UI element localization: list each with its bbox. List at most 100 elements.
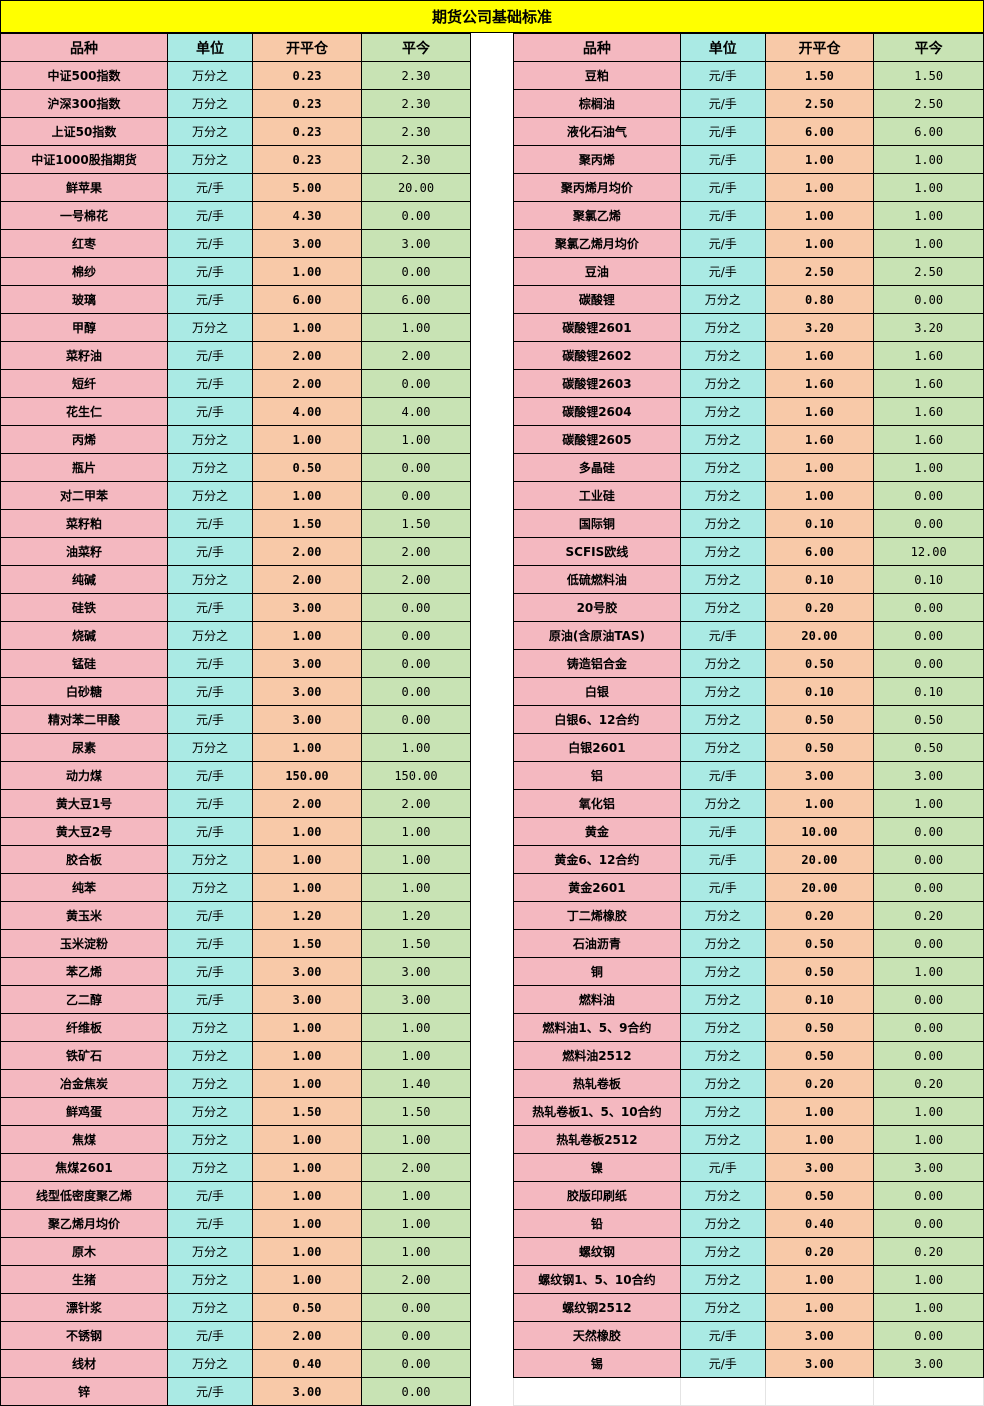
unit-cell[interactable]: 万分之 — [679, 957, 766, 986]
open-close-fee-cell[interactable]: 0.50 — [252, 1293, 362, 1322]
open-close-fee-cell[interactable]: 0.50 — [764, 1181, 875, 1210]
unit-cell[interactable]: 元/手 — [167, 817, 253, 846]
open-close-fee-cell[interactable]: 10.00 — [764, 817, 875, 846]
close-today-fee-cell[interactable]: 0.50 — [873, 733, 984, 762]
unit-cell[interactable]: 万分之 — [167, 1041, 253, 1070]
unit-cell[interactable]: 元/手 — [167, 369, 253, 398]
close-today-fee-cell[interactable]: 3.00 — [873, 761, 984, 790]
close-today-fee-cell[interactable]: 3.20 — [873, 313, 984, 342]
open-close-fee-cell[interactable]: 3.20 — [764, 313, 875, 342]
unit-cell[interactable]: 万分之 — [167, 1237, 253, 1266]
unit-cell[interactable]: 万分之 — [167, 117, 253, 146]
open-close-fee-cell[interactable]: 1.00 — [252, 1013, 362, 1042]
empty-cell[interactable] — [764, 1377, 875, 1406]
close-today-fee-cell[interactable]: 1.00 — [873, 173, 984, 202]
open-close-fee-cell[interactable]: 3.00 — [764, 1349, 875, 1378]
open-close-fee-cell[interactable]: 0.50 — [252, 453, 362, 482]
variety-cell[interactable]: 菜籽油 — [0, 341, 168, 370]
unit-cell[interactable]: 元/手 — [167, 789, 253, 818]
close-today-fee-cell[interactable]: 0.20 — [873, 901, 984, 930]
unit-cell[interactable]: 万分之 — [167, 453, 253, 482]
variety-cell[interactable]: 碳酸锂2605 — [513, 425, 681, 454]
variety-cell[interactable]: 聚乙烯月均价 — [0, 1209, 168, 1238]
empty-cell[interactable] — [679, 1377, 766, 1406]
close-today-fee-cell[interactable]: 0.00 — [361, 1321, 471, 1350]
unit-cell[interactable]: 万分之 — [679, 1265, 766, 1294]
close-today-fee-cell[interactable]: 1.00 — [361, 425, 471, 454]
close-today-fee-cell[interactable]: 0.00 — [873, 845, 984, 874]
unit-cell[interactable]: 万分之 — [167, 1153, 253, 1182]
close-today-fee-cell[interactable]: 0.20 — [873, 1069, 984, 1098]
open-close-fee-cell[interactable]: 5.00 — [252, 173, 362, 202]
open-close-fee-cell[interactable]: 1.00 — [764, 453, 875, 482]
open-close-fee-cell[interactable]: 2.00 — [252, 1321, 362, 1350]
variety-cell[interactable]: 生猪 — [0, 1265, 168, 1294]
close-today-fee-cell[interactable]: 3.00 — [873, 1349, 984, 1378]
close-today-fee-cell[interactable]: 1.00 — [361, 313, 471, 342]
close-today-fee-cell[interactable]: 0.00 — [361, 677, 471, 706]
close-today-fee-cell[interactable]: 1.00 — [873, 1293, 984, 1322]
close-today-fee-cell[interactable]: 0.00 — [361, 453, 471, 482]
close-today-fee-cell[interactable]: 0.00 — [873, 1209, 984, 1238]
unit-cell[interactable]: 万分之 — [679, 789, 766, 818]
variety-cell[interactable]: 线型低密度聚乙烯 — [0, 1181, 168, 1210]
open-close-fee-cell[interactable]: 1.00 — [252, 1041, 362, 1070]
close-today-fee-cell[interactable]: 1.40 — [361, 1069, 471, 1098]
unit-cell[interactable]: 万分之 — [167, 425, 253, 454]
open-close-fee-cell[interactable]: 1.60 — [764, 369, 875, 398]
open-close-fee-cell[interactable]: 1.00 — [252, 481, 362, 510]
unit-cell[interactable]: 元/手 — [167, 1209, 253, 1238]
variety-cell[interactable]: 乙二醇 — [0, 985, 168, 1014]
variety-cell[interactable]: 鲜鸡蛋 — [0, 1097, 168, 1126]
open-close-fee-cell[interactable]: 3.00 — [252, 957, 362, 986]
open-close-fee-cell[interactable]: 4.30 — [252, 201, 362, 230]
variety-cell[interactable]: 螺纹钢 — [513, 1237, 681, 1266]
unit-cell[interactable]: 万分之 — [679, 929, 766, 958]
open-close-fee-cell[interactable]: 1.60 — [764, 397, 875, 426]
open-close-fee-cell[interactable]: 1.00 — [252, 1125, 362, 1154]
open-close-fee-cell[interactable]: 1.00 — [252, 621, 362, 650]
close-today-fee-cell[interactable]: 1.00 — [361, 1237, 471, 1266]
unit-cell[interactable]: 万分之 — [167, 1069, 253, 1098]
close-today-fee-cell[interactable]: 3.00 — [361, 957, 471, 986]
unit-cell[interactable]: 万分之 — [679, 985, 766, 1014]
variety-cell[interactable]: 菜籽粕 — [0, 509, 168, 538]
close-today-fee-cell[interactable]: 0.00 — [873, 1321, 984, 1350]
variety-cell[interactable]: 多晶硅 — [513, 453, 681, 482]
open-close-fee-cell[interactable]: 0.10 — [764, 565, 875, 594]
variety-cell[interactable]: 聚丙烯 — [513, 145, 681, 174]
variety-cell[interactable]: 铸造铝合金 — [513, 649, 681, 678]
close-today-fee-cell[interactable]: 0.00 — [873, 985, 984, 1014]
close-today-fee-cell[interactable]: 0.00 — [873, 1181, 984, 1210]
close-today-fee-cell[interactable]: 1.00 — [873, 201, 984, 230]
variety-cell[interactable]: 铝 — [513, 761, 681, 790]
close-today-fee-cell[interactable]: 150.00 — [361, 761, 471, 790]
unit-cell[interactable]: 元/手 — [679, 229, 766, 258]
close-today-fee-cell[interactable]: 0.00 — [361, 481, 471, 510]
close-today-fee-cell[interactable]: 1.60 — [873, 425, 984, 454]
close-today-fee-cell[interactable]: 0.00 — [361, 593, 471, 622]
unit-cell[interactable]: 万分之 — [679, 901, 766, 930]
open-close-fee-cell[interactable]: 2.00 — [252, 537, 362, 566]
open-close-fee-cell[interactable]: 0.10 — [764, 985, 875, 1014]
open-close-fee-cell[interactable]: 6.00 — [252, 285, 362, 314]
variety-cell[interactable]: 白砂糖 — [0, 677, 168, 706]
close-today-fee-cell[interactable]: 2.00 — [361, 341, 471, 370]
variety-cell[interactable]: 低硫燃料油 — [513, 565, 681, 594]
unit-cell[interactable]: 元/手 — [167, 761, 253, 790]
unit-cell[interactable]: 元/手 — [167, 985, 253, 1014]
variety-cell[interactable]: 锌 — [0, 1377, 168, 1406]
unit-cell[interactable]: 万分之 — [679, 453, 766, 482]
variety-cell[interactable]: 尿素 — [0, 733, 168, 762]
variety-cell[interactable]: 鲜苹果 — [0, 173, 168, 202]
variety-cell[interactable]: 聚氯乙烯月均价 — [513, 229, 681, 258]
open-close-fee-cell[interactable]: 1.50 — [764, 61, 875, 90]
close-today-fee-cell[interactable]: 12.00 — [873, 537, 984, 566]
open-close-fee-cell[interactable]: 1.50 — [252, 1097, 362, 1126]
unit-cell[interactable]: 万分之 — [679, 341, 766, 370]
close-today-fee-cell[interactable]: 1.00 — [873, 1265, 984, 1294]
open-close-fee-cell[interactable]: 1.00 — [764, 229, 875, 258]
open-close-fee-cell[interactable]: 20.00 — [764, 873, 875, 902]
variety-cell[interactable]: 黄玉米 — [0, 901, 168, 930]
unit-cell[interactable]: 元/手 — [167, 929, 253, 958]
